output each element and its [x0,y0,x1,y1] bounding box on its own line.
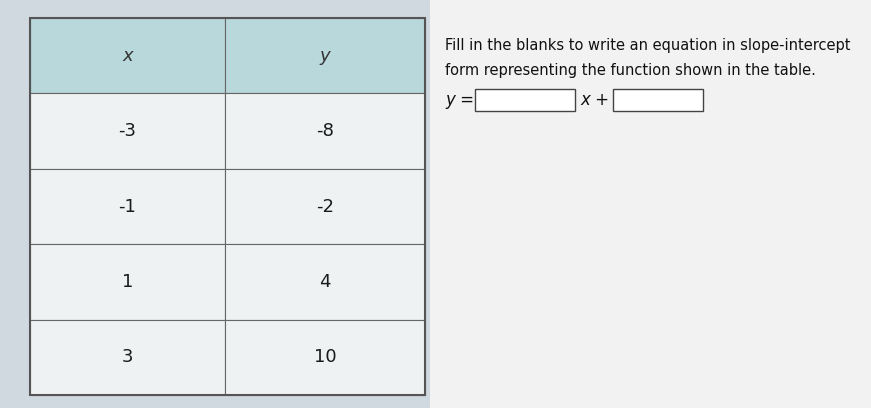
Bar [30,93,225,169]
Text: 10: 10 [314,348,336,366]
Text: form representing the function shown in the table.: form representing the function shown in … [445,63,816,78]
Text: -2: -2 [316,197,334,215]
Bar [30,18,425,395]
Text: 3: 3 [122,348,133,366]
Bar [225,18,425,93]
Bar [613,89,703,111]
Text: 4: 4 [320,273,331,291]
Text: y =: y = [445,91,474,109]
Bar [30,18,225,93]
Text: 1: 1 [122,273,133,291]
Bar [30,244,225,319]
Text: y: y [320,47,330,65]
Bar [225,319,425,395]
Bar [30,169,225,244]
Text: -8: -8 [316,122,334,140]
Bar [30,319,225,395]
Text: Fill in the blanks to write an equation in slope-intercept: Fill in the blanks to write an equation … [445,38,850,53]
Text: -1: -1 [118,197,137,215]
Bar [225,244,425,319]
Text: -3: -3 [118,122,137,140]
Bar [225,93,425,169]
Text: x +: x + [580,91,609,109]
Text: x: x [122,47,132,65]
Bar [430,0,871,408]
Bar [225,169,425,244]
Bar [475,89,575,111]
